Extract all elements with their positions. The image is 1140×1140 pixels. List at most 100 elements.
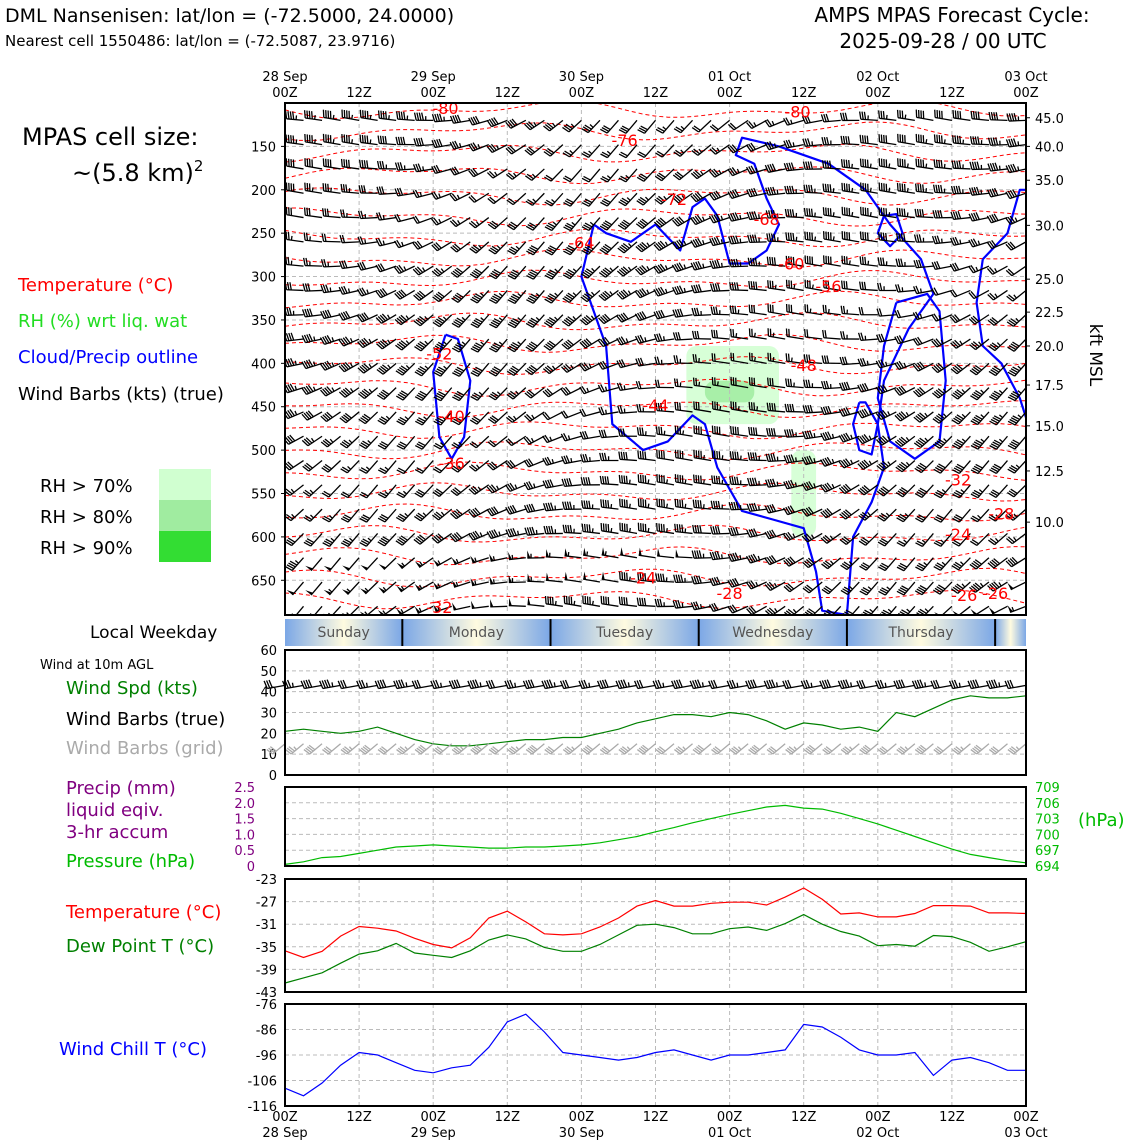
wind-barb-full (527, 223, 535, 229)
wind-barb-full (634, 335, 640, 344)
wind-barb-half (496, 391, 501, 396)
wind-barb-half (551, 365, 556, 370)
wind-barb-half (571, 221, 576, 226)
wind-barb (990, 168, 1008, 172)
grid-wind-barb (346, 743, 360, 755)
wind-barb-full (897, 465, 905, 471)
precip-tick-label: 0.5 (234, 844, 255, 859)
wind-barb-half (402, 490, 408, 495)
panel-frame (284, 878, 1027, 993)
wind-barb-full (493, 117, 499, 125)
wind-barb-full (489, 416, 497, 423)
wind-barb-half (906, 608, 911, 613)
wind-barb-full (275, 160, 276, 168)
wind-barb-full (861, 281, 864, 290)
wind-barb (1014, 411, 1026, 426)
wind-barb (551, 217, 564, 231)
wind-barb-full (527, 297, 536, 303)
surface-wind-barb-full (485, 680, 491, 689)
wind-barb-full (415, 514, 423, 520)
wind-barb-flag (360, 564, 369, 571)
surface-wind-barb-full (488, 680, 493, 689)
wind-barb-full (786, 162, 790, 171)
wind-barb-full (267, 112, 268, 120)
wind-barb (345, 411, 360, 424)
grid-wind-barb (1013, 743, 1027, 755)
wind-barb (347, 484, 360, 499)
wind-barb-full (507, 274, 516, 280)
wind-barb-half (978, 489, 983, 493)
wind-barb-full (524, 527, 529, 536)
wind-barb (569, 265, 582, 280)
grid-wind-barb-full (898, 747, 905, 754)
wind-barb-full (455, 531, 463, 539)
wind-barb-full (879, 589, 888, 594)
wind-barb-half (664, 288, 668, 294)
wind-barb-full (841, 563, 850, 569)
wind-barb (749, 311, 767, 316)
wind-barb-full (767, 280, 769, 289)
wind-barb-full (471, 296, 480, 302)
wind-barb-full (375, 317, 382, 324)
wind-barb-full (773, 428, 776, 437)
surface-wind-barb-half (331, 682, 334, 687)
surface-wind-barb (637, 684, 656, 690)
wind-barb-half (919, 288, 922, 293)
surface-wind-barb-full (324, 679, 329, 688)
wind-barb (924, 605, 934, 615)
wind-barb (995, 484, 1008, 498)
wind-barb (1013, 338, 1026, 352)
wind-barb-full (840, 589, 849, 596)
surface-wind-barb-full (898, 679, 903, 688)
wind-barb-full (528, 343, 537, 349)
wind-barb-full (715, 500, 719, 509)
wind-barb-half (664, 241, 669, 246)
wind-chill-panel: -116-106-96-86-76 (247, 998, 1027, 1115)
wind-barb-full (1008, 294, 1016, 301)
wind-barb-full (433, 420, 442, 426)
wind-barb-full (528, 389, 536, 396)
wind-barb (712, 408, 730, 413)
wind-barb-full (728, 259, 732, 267)
wind-barb-full (673, 574, 677, 583)
wind-barb-full (431, 270, 439, 277)
wind-barb-full (308, 208, 311, 216)
wind-barb-full (825, 380, 830, 389)
wind-barb-full (562, 177, 571, 183)
wind-barb-full (672, 332, 677, 341)
wind-barb-full (436, 139, 441, 147)
wind-barb-full (583, 500, 586, 509)
grid-wind-barb (828, 743, 842, 755)
wind-barb-full (915, 566, 923, 572)
wind-barb-half (683, 287, 686, 293)
wind-barb-full (452, 488, 460, 495)
wind-barb (750, 557, 767, 564)
wind-barb-full (357, 210, 362, 219)
wind-barb (379, 192, 397, 195)
wind-barb (805, 411, 823, 414)
wind-barb-full (990, 369, 998, 375)
wind-barb-half (606, 175, 611, 179)
wind-barb-full (379, 467, 388, 473)
wind-barb-full (563, 226, 571, 232)
wind-barb-full (290, 135, 293, 144)
wind-barb (323, 314, 341, 320)
wind-barb-full (990, 137, 994, 146)
wind-barb-full (973, 187, 978, 195)
wind-barb (531, 362, 545, 376)
wind-barb (994, 338, 1008, 352)
wind-barb-full (838, 435, 844, 443)
wind-barb-full (697, 284, 702, 292)
wind-barb-full (663, 524, 665, 533)
wind-barb-full (857, 410, 863, 419)
wind-barb-full (437, 341, 446, 347)
wind-barb-full (416, 418, 425, 424)
wind-barb-half (666, 503, 669, 508)
wind-barb-half (589, 221, 594, 226)
wind-barb-full (490, 345, 499, 351)
wind-barb (472, 557, 489, 564)
wind-barb (323, 165, 341, 170)
surface-wind-barb-full (525, 680, 530, 689)
wind-barb-full (970, 395, 978, 401)
wind-barb-full (950, 342, 957, 349)
